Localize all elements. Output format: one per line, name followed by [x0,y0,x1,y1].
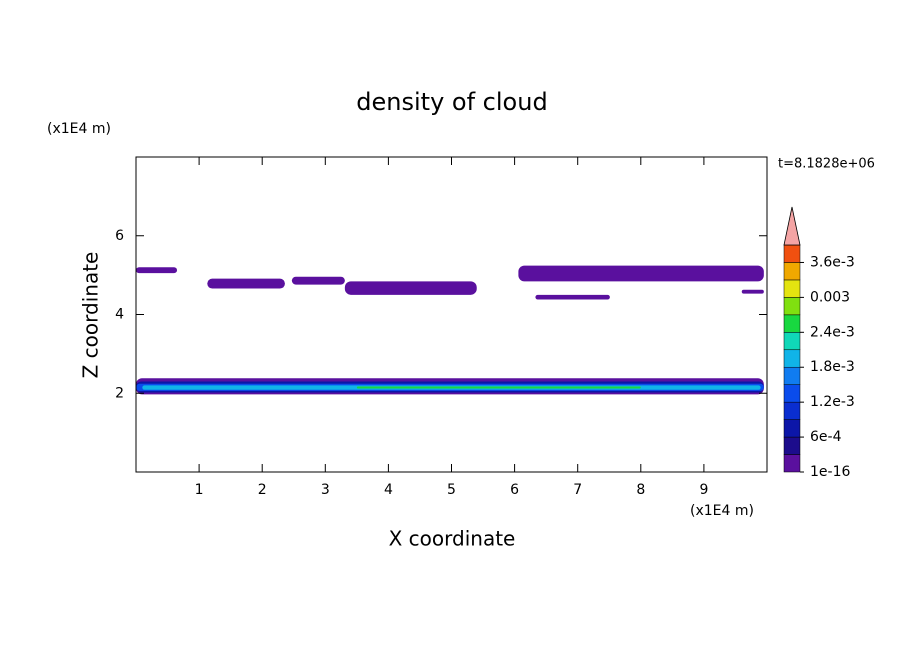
colorbar-segment [783,366,801,385]
contour-region [207,278,285,289]
x-axis-label: X coordinate [389,527,516,551]
x-tick-label: 8 [636,482,645,498]
colorbar-segment [783,419,801,438]
y-tick-label: 6 [115,228,124,244]
y-tick-label: 2 [115,385,124,401]
x-tick-label: 5 [447,482,456,498]
colorbar-segment [783,454,801,473]
contour-region [741,289,764,294]
chart-title: density of cloud [356,88,547,116]
x-tick-label: 7 [573,482,582,498]
colorbar-segment [783,297,801,316]
colorbar-segment [783,401,801,420]
contour-region [291,276,345,285]
x-unit: (x1E4 m) [690,503,754,519]
time-annotation: t=8.1828e+06 [778,157,875,172]
colorbar-segment [783,384,801,403]
colorbar-tick-label: 3.6e-3 [810,254,855,270]
colorbar-segment [783,244,801,263]
y-tick-label: 4 [115,307,124,323]
y-unit: (x1E4 m) [47,121,111,137]
colorbar-tick-label: 0.003 [810,289,850,305]
colorbar-tick-label: 6e-4 [810,429,842,445]
contour-region [344,281,477,295]
x-tick-label: 4 [384,482,393,498]
y-axis-label: Z coordinate [79,252,103,379]
x-tick-label: 9 [699,482,708,498]
contour-region [518,265,764,282]
x-tick-label: 2 [258,482,267,498]
colorbar-segment [783,314,801,333]
colorbar-segment [783,436,801,455]
colorbar-extend [783,206,801,246]
plot-frame [135,156,768,473]
x-tick-label: 3 [321,482,330,498]
x-tick-label: 6 [510,482,519,498]
colorbar-tick-label: 2.4e-3 [810,324,855,340]
contour-region [136,267,178,274]
colorbar-segment [783,279,801,298]
colorbar-segment [783,332,801,351]
contour-region [356,386,641,389]
colorbar-tick-label: 1.2e-3 [810,394,855,410]
contour-region [535,294,610,300]
colorbar-segment [783,349,801,368]
colorbar-segment [783,262,801,281]
colorbar-tick-label: 1.8e-3 [810,359,855,375]
colorbar-tick-label: 1e-16 [810,464,850,480]
x-tick-label: 1 [195,482,204,498]
